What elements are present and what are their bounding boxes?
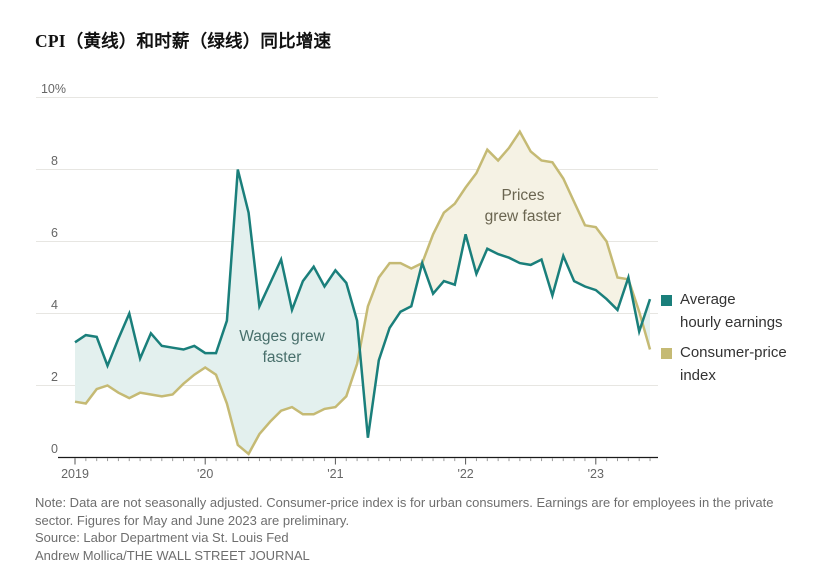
y-tick-label: 0 — [51, 441, 58, 456]
earnings-legend-line2: hourly earnings — [680, 313, 783, 331]
average-hourly-earnings-line — [74, 169, 652, 438]
y-tick-label: 6 — [51, 225, 58, 240]
y-tick-label: 4 — [51, 297, 58, 312]
y-tick-label: 10% — [40, 81, 66, 96]
cpi-legend-label: Consumer-price index — [680, 342, 810, 387]
earnings-legend-swatch — [661, 295, 672, 306]
notes-block: Note: Data are not seasonally adjusted. … — [35, 494, 785, 564]
y-tick-label: 2 — [51, 369, 58, 384]
cpi-legend-line1: Consumer-price — [680, 344, 787, 361]
wages-grew-faster-annotation: Wages grew faster — [239, 328, 325, 366]
x-tick-label-2019: 2019 — [61, 467, 89, 481]
x-tick-label-21: '21 — [327, 467, 344, 481]
note-text: Note: Data are not seasonally adjusted. … — [35, 495, 774, 528]
consumer-price-index-line — [74, 129, 652, 456]
credit-text: Andrew Mollica/THE WALL STREET JOURNAL — [35, 547, 310, 563]
earnings-legend-label: Average hourly earnings — [680, 289, 810, 334]
chart-title: CPI（黄线）和时薪（绿线）同比增速 — [35, 31, 332, 51]
y-tick-label: 8 — [51, 153, 58, 168]
prices-grew-faster-annotation: Prices grew faster — [484, 187, 562, 225]
source-text: Source: Labor Department via St. Louis F… — [35, 530, 289, 545]
earnings-legend-line1: Average — [680, 291, 736, 308]
cpi-legend-swatch — [661, 348, 672, 359]
x-tick-label-23: '23 — [587, 467, 604, 481]
fill-prices-grew-faster-region — [422, 131, 628, 310]
fill-wages-grew-faster-region — [75, 169, 360, 454]
fill-wages-grew-faster-region — [642, 299, 650, 350]
x-tick-label-22: '22 — [457, 467, 474, 481]
x-tick-label-20: '20 — [197, 467, 214, 481]
fill-prices-grew-faster-region — [359, 263, 423, 438]
cpi-legend-line2: index — [680, 366, 716, 384]
